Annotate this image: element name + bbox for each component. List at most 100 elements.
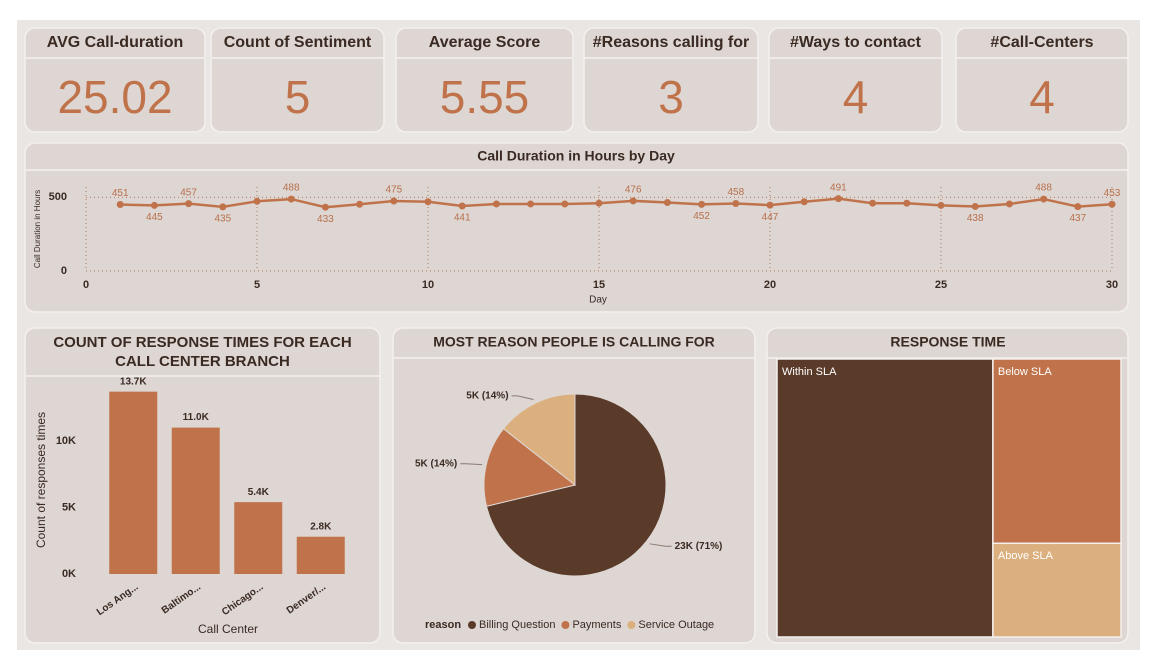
data-label: 23K (71%) xyxy=(675,541,723,552)
bar xyxy=(109,391,158,574)
tile-label: Above SLA xyxy=(998,550,1054,562)
line-marker xyxy=(595,199,603,207)
legend-label: Billing Question xyxy=(479,619,555,631)
card-value: 4 xyxy=(843,71,869,123)
line-marker xyxy=(1074,203,1082,211)
line-marker xyxy=(1040,195,1048,203)
line-marker xyxy=(869,199,877,207)
line-marker xyxy=(800,198,808,206)
card-value: 3 xyxy=(658,71,684,123)
y-tick-label: 5K xyxy=(62,501,76,513)
line-marker xyxy=(356,200,364,208)
y-axis-label: Count of responses times xyxy=(34,412,48,548)
line-marker xyxy=(527,200,535,208)
data-label: 435 xyxy=(214,214,231,225)
panel xyxy=(768,27,943,133)
treemap-tile xyxy=(992,542,1122,638)
data-label: 453 xyxy=(1104,188,1121,199)
x-tick-label: 20 xyxy=(764,279,776,291)
line-marker xyxy=(834,195,842,203)
chart-title: Call Duration in Hours by Day xyxy=(477,148,675,164)
x-axis-label: Day xyxy=(589,295,607,306)
data-label: 451 xyxy=(112,188,129,199)
line-marker xyxy=(561,200,569,208)
treemap-tile xyxy=(992,358,1122,545)
legend-label: Service Outage xyxy=(638,619,714,631)
line-marker xyxy=(766,201,774,209)
chart-title-box: COUNT OF RESPONSE TIMES FOR EACH CALL CE… xyxy=(53,334,352,370)
data-label: 458 xyxy=(727,187,744,198)
data-label: 2.8K xyxy=(310,521,332,532)
line-marker xyxy=(971,202,979,210)
leader-line xyxy=(511,395,534,401)
line-marker xyxy=(390,197,398,205)
card-title: #Ways to contact xyxy=(790,34,922,51)
data-label: 433 xyxy=(317,214,334,225)
line-marker xyxy=(732,200,740,208)
chart-title: RESPONSE TIME xyxy=(890,334,1005,350)
panel xyxy=(24,142,1129,313)
legend-label: Payments xyxy=(572,619,621,631)
panel xyxy=(583,27,759,133)
x-tick-label: 25 xyxy=(935,279,947,291)
legend-swatch xyxy=(468,621,476,629)
y-tick-label: 0K xyxy=(62,568,76,580)
card-value: 25.02 xyxy=(57,71,172,123)
data-label: 13.7K xyxy=(120,376,147,387)
tile-label: Within SLA xyxy=(782,366,837,378)
y-tick-label: 500 xyxy=(49,191,67,203)
data-label: 5K (14%) xyxy=(415,458,457,469)
data-label: 447 xyxy=(762,212,779,223)
line-marker xyxy=(1108,200,1116,208)
treemap-tile xyxy=(776,358,994,638)
card-title: Average Score xyxy=(429,34,541,51)
leader-line xyxy=(460,463,483,466)
leader-line xyxy=(649,543,672,547)
card-title: #Call-Centers xyxy=(990,34,1093,51)
line-marker xyxy=(629,197,637,205)
data-label: 441 xyxy=(454,213,471,224)
pie-slice xyxy=(483,427,577,507)
data-label: 476 xyxy=(625,184,642,195)
line-marker xyxy=(492,200,500,208)
line-marker xyxy=(116,201,124,209)
data-label: 5.4K xyxy=(248,487,270,498)
data-label: 11.0K xyxy=(183,412,210,423)
panel xyxy=(395,27,574,133)
line-marker xyxy=(937,201,945,209)
line-marker xyxy=(150,201,158,209)
data-label: 457 xyxy=(180,187,197,198)
data-label: 475 xyxy=(385,185,402,196)
line-marker xyxy=(698,200,706,208)
card-value: 4 xyxy=(1029,71,1055,123)
panel xyxy=(24,27,206,133)
panel xyxy=(210,27,385,133)
x-tick-label: 15 xyxy=(593,279,605,291)
x-tick-label: 10 xyxy=(422,279,434,291)
y-axis-label: Call Duration in Hours xyxy=(33,190,42,268)
y-tick-label: 10K xyxy=(56,435,76,447)
x-tick-label: 5 xyxy=(254,279,260,291)
line-marker xyxy=(1005,200,1013,208)
data-label: 5K (14%) xyxy=(466,391,508,402)
data-label: 445 xyxy=(146,212,163,223)
line-marker xyxy=(663,198,671,206)
card-title: AVG Call-duration xyxy=(47,34,184,51)
x-tick-label: 0 xyxy=(83,279,89,291)
line-marker xyxy=(219,203,227,211)
chart-title: COUNT OF RESPONSE TIMES FOR EACH CALL CE… xyxy=(53,334,352,370)
legend-title: reason xyxy=(425,619,461,631)
card-title: Count of Sentiment xyxy=(224,34,372,51)
data-label: 452 xyxy=(693,211,710,222)
x-axis-label: Call Center xyxy=(198,622,258,636)
bar xyxy=(171,427,220,574)
card-value: 5 xyxy=(285,71,311,123)
data-label: 488 xyxy=(1035,183,1052,194)
card-value: 5.55 xyxy=(440,71,530,123)
data-label: 438 xyxy=(967,213,984,224)
data-label: 488 xyxy=(283,183,300,194)
line-marker xyxy=(287,195,295,203)
chart-title: MOST REASON PEOPLE IS CALLING FOR xyxy=(433,334,715,350)
